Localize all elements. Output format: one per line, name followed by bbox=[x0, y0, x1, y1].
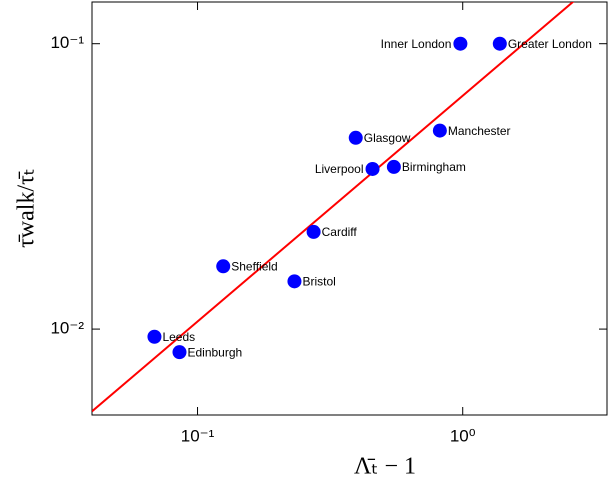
y-tick-label: 10⁻¹ bbox=[50, 33, 84, 52]
point-label: Birmingham bbox=[402, 160, 466, 174]
point bbox=[287, 274, 302, 289]
x-axis-label: Λ̄ₜ − 1 bbox=[354, 454, 416, 480]
x-tick-label: 10⁰ bbox=[450, 426, 476, 445]
plot-frame bbox=[91, 1, 608, 416]
point bbox=[216, 259, 231, 274]
point bbox=[306, 224, 321, 239]
point-label: Inner London bbox=[381, 37, 452, 51]
point bbox=[172, 345, 187, 360]
point bbox=[432, 123, 447, 138]
point-label: Edinburgh bbox=[187, 345, 242, 359]
x-tick-label: 10⁻¹ bbox=[181, 426, 215, 445]
point-label: Liverpool bbox=[315, 162, 364, 176]
point-label: Manchester bbox=[448, 124, 511, 138]
point bbox=[492, 36, 507, 51]
point-label: Cardiff bbox=[322, 225, 358, 239]
point bbox=[386, 159, 401, 174]
point-label: Glasgow bbox=[364, 131, 411, 145]
point bbox=[348, 130, 363, 145]
point-label: Leeds bbox=[162, 330, 195, 344]
point bbox=[453, 36, 468, 51]
point bbox=[147, 329, 162, 344]
point-label: Greater London bbox=[508, 37, 592, 51]
point-label: Bristol bbox=[302, 275, 335, 289]
y-tick-label: 10⁻² bbox=[50, 319, 84, 338]
plot-area bbox=[92, 2, 575, 413]
point-label: Sheffield bbox=[231, 259, 277, 273]
y-axis-label: τ̄walk/τ̄ₜ bbox=[14, 168, 40, 248]
point bbox=[365, 161, 380, 176]
fit-line bbox=[92, 2, 575, 413]
